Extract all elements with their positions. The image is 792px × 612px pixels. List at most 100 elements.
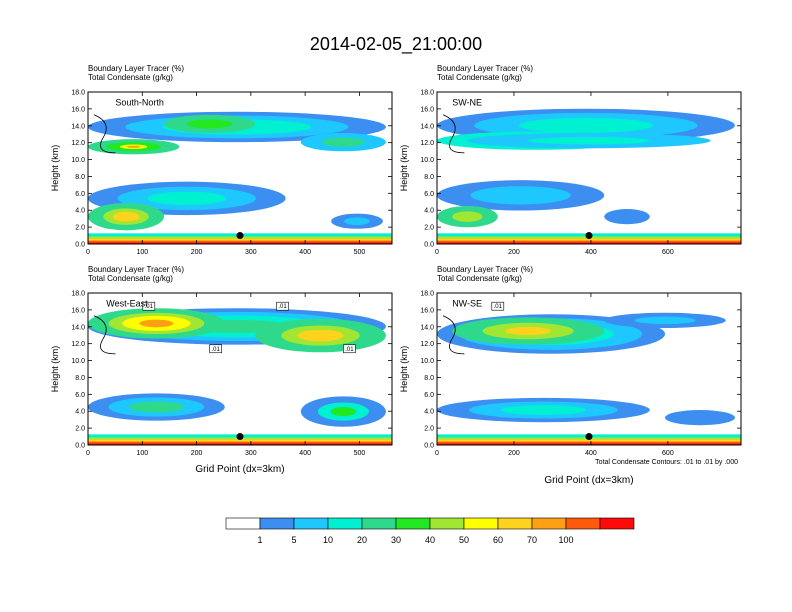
- panel-sw-ne: Boundary Layer Tracer (%)Total Condensat…: [399, 64, 742, 256]
- contour-label-box: [343, 344, 356, 354]
- x-tick-label: 500: [354, 450, 366, 457]
- field-blob: [528, 136, 650, 145]
- x-tick-label: 0: [86, 450, 90, 457]
- field-blob: [518, 117, 653, 133]
- panel-title-tracer: Boundary Layer Tracer (%): [88, 265, 184, 274]
- y-tick-label: 6.0: [424, 191, 434, 198]
- field-blob: [186, 119, 233, 129]
- y-tick-label: 16.0: [420, 307, 434, 314]
- panel-frame: [87, 292, 393, 446]
- y-tick-label: 8.0: [424, 375, 434, 382]
- field-blob: [604, 209, 650, 225]
- page-title: 2014-02-05_21:00:00: [310, 34, 482, 55]
- contour-footnote: Total Condensate Contours: .01 to .01 by…: [595, 459, 738, 466]
- y-tick-label: 0.0: [424, 443, 434, 450]
- y-tick-label: 4.0: [75, 208, 85, 215]
- y-tick-label: 12.0: [71, 341, 85, 348]
- y-tick-label: 4.0: [424, 208, 434, 215]
- field-blob: [665, 410, 735, 426]
- y-tick-label: 14.0: [420, 324, 434, 331]
- y-tick-label: 0.0: [75, 242, 85, 249]
- y-tick-label: 0.0: [424, 242, 434, 249]
- condensate-contour: [93, 114, 116, 154]
- panel-frame: [436, 292, 742, 446]
- x-tick-label: 400: [299, 249, 311, 256]
- y-tick-label: 8.0: [75, 375, 85, 382]
- y-tick-label: 14.0: [420, 123, 434, 130]
- colorbar-box: [293, 517, 329, 530]
- field-blob: [344, 217, 370, 225]
- y-axis-label: Height (km): [399, 346, 409, 393]
- y-tick-label: 8.0: [75, 174, 85, 181]
- x-tick-label: 200: [191, 249, 203, 256]
- contour-label-box: [491, 301, 505, 311]
- boundary-layer: [437, 441, 741, 445]
- colorbar-label: 60: [493, 535, 503, 545]
- x-tick-label: 300: [245, 249, 257, 256]
- panel-frame: [87, 91, 393, 245]
- field-blob: [322, 137, 365, 147]
- colorbar-label: 20: [357, 535, 367, 545]
- colorbar-box: [327, 517, 363, 530]
- field-blob: [129, 401, 184, 413]
- x-tick-label: 400: [299, 450, 311, 457]
- colorbar-box: [225, 517, 261, 530]
- y-tick-label: 14.0: [71, 123, 85, 130]
- panel-frame: [436, 91, 742, 245]
- condensate-contour: [93, 315, 116, 355]
- field-blob: [330, 407, 357, 417]
- contour-label-box: [276, 301, 289, 311]
- panel-title-condensate: Total Condensate (g/kg): [88, 73, 173, 82]
- field-blob: [147, 191, 227, 206]
- contour-label-box: [142, 301, 156, 311]
- x-tick-label: 300: [245, 450, 257, 457]
- y-axis-label: Height (km): [399, 145, 409, 192]
- x-tick-label: 200: [508, 249, 520, 256]
- colorbar-label: 30: [391, 535, 401, 545]
- y-tick-label: 16.0: [71, 106, 85, 113]
- colorbar-label: 100: [558, 535, 573, 545]
- tracer-field: [437, 92, 741, 244]
- condensate-contour: [442, 114, 465, 154]
- panel-direction-label: West-East: [106, 299, 148, 309]
- field-blob: [452, 211, 483, 222]
- x-tick-label: 100: [136, 450, 148, 457]
- field-blob: [505, 326, 551, 336]
- contour-label: .01: [345, 347, 354, 353]
- y-tick-label: 18.0: [420, 291, 434, 298]
- y-tick-label: 2.0: [75, 225, 85, 232]
- x-tick-label: 0: [435, 450, 439, 457]
- y-tick-label: 2.0: [424, 225, 434, 232]
- location-marker: [585, 232, 593, 240]
- field-blob: [297, 329, 344, 342]
- boundary-layer: [88, 443, 392, 445]
- x-tick-label: 600: [662, 249, 674, 256]
- x-tick-label: 600: [662, 450, 674, 457]
- colorbar-box: [463, 517, 499, 530]
- y-tick-label: 18.0: [71, 90, 85, 97]
- y-tick-label: 6.0: [75, 191, 85, 198]
- colorbar-label: 70: [527, 535, 537, 545]
- y-tick-label: 14.0: [71, 324, 85, 331]
- panel-nw-se: Boundary Layer Tracer (%)Total Condensat…: [399, 265, 742, 486]
- colorbar-box: [599, 517, 635, 530]
- y-tick-label: 0.0: [75, 443, 85, 450]
- colorbar-label: 40: [425, 535, 435, 545]
- condensate-contour: [442, 315, 465, 355]
- colorbar-box: [395, 517, 431, 530]
- field-blob: [126, 145, 141, 148]
- boundary-layer: [437, 443, 741, 445]
- field-blob: [500, 405, 586, 415]
- field-blob: [112, 211, 140, 222]
- panel-title-condensate: Total Condensate (g/kg): [437, 274, 522, 283]
- field-blob: [634, 316, 696, 325]
- panel-direction-label: SW-NE: [452, 98, 482, 108]
- x-tick-label: 0: [86, 249, 90, 256]
- x-tick-label: 100: [136, 249, 148, 256]
- colorbar-label: 10: [323, 535, 333, 545]
- panel-title-tracer: Boundary Layer Tracer (%): [437, 265, 533, 274]
- y-tick-label: 12.0: [420, 341, 434, 348]
- location-marker: [585, 433, 593, 441]
- location-marker: [236, 433, 244, 441]
